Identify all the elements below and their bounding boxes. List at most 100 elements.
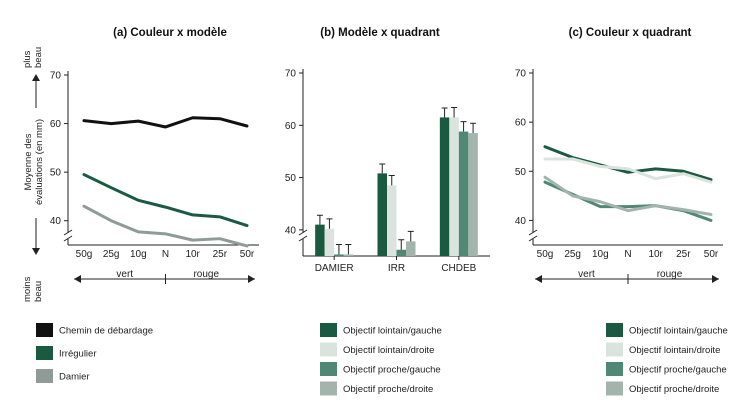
chart-b-error-bar [407,230,414,242]
chart-c-legend-item: Objectif lointain/droite [606,342,720,357]
chart-c-legend-label: Objectif lointain/droite [629,345,720,356]
chart-c-y-axis: 40 50 60 70 [515,69,538,245]
chart-c-x-tick-label: 10g [592,249,609,260]
chart-a-legend-item: Damier [36,369,90,383]
chart-a-y-tick-label: 60 [50,119,62,130]
y-axis-bottom-label: moinsbeau [22,276,44,302]
chart-b-legend-swatch-objectif-proche-gauche [320,362,337,376]
chart-b-error-bar [451,107,458,118]
chart-c-legend-label: Objectif lointain/gauche [629,326,728,337]
chart-a-legend-swatch-irregulier [36,346,53,360]
chart-b-legend-swatch-objectif-proche-droite [320,381,337,396]
chart-a-x-tick-label: 10r [185,249,200,260]
chart-a-y-axis: 40 50 60 70 [50,71,73,245]
chart-b-axis-break-mark [298,229,308,242]
chart-b-y-axis: 40 50 60 70 [285,69,308,256]
chart-a-x-tick-label: 50g [76,249,93,260]
chart-c-series-line-objectif-lointain-droite [543,157,713,184]
chart-c-legend-swatch-objectif-proche-gauche [606,362,623,376]
chart-b-bar-damier-objectif-proche-gauche [334,254,344,256]
chart-a-legend-item: Irrégulier [36,346,97,360]
chart-a-chart: (a) Couleur x modèle 50g 25g 10g N 10r 25r 50r v… [68,27,259,284]
chart-c-x-tick-label: 25g [564,249,581,260]
chart-a-x-tick-label: 25g [103,249,120,260]
chart-a-legend-label: Damier [59,372,90,383]
chart-b-legend: Objectif lointain/gauche Objectif lointai… [320,323,442,396]
chart-c-x-tick-label: 50r [704,249,719,260]
chart-b-bar-irr-objectif-proche-gauche [396,249,406,256]
chart-b-y-tick-label: 60 [285,121,297,132]
chart-b-legend-swatch-objectif-lointain-gauche [320,323,337,337]
chart-c-left-arrow-icon [535,275,542,283]
chart-b-bar-damier-objectif-proche-droite [343,254,354,256]
chart-b-bar-irr-objectif-lointain-gauche [377,173,387,256]
chart-c-legend-item: Objectif proche/droite [606,381,719,396]
chart-b-y-tick-label: 50 [285,173,297,184]
chart-b-legend-label: Objectif lointain/gauche [343,326,442,337]
chart-c-x-tick-label: 10r [648,249,663,260]
chart-c-legend-item: Objectif lointain/gauche [606,323,728,337]
chart-a-axis-break-mark [63,229,73,242]
chart-c-x-tick-label: 50g [537,249,554,260]
chart-b-error-bar [379,163,386,174]
chart-a-legend-swatch-chemin-de-debardage [36,323,53,337]
chart-c-y-tick-label: 70 [515,69,527,80]
chart-c-direction-left-label: vert [578,269,595,280]
chart-b-y-tick-label: 40 [285,225,297,236]
chart-b-error-bar [460,121,467,132]
chart-b-y-tick-label: 70 [285,69,297,80]
chart-a-legend-swatch-damier [36,369,53,383]
chart-a-y-tick-label: 50 [50,168,62,179]
chart-b-error-bar [398,239,405,250]
chart-b-bar-damier-objectif-lointain-droite [324,228,335,256]
chart-c-legend-label: Objectif proche/droite [629,384,719,395]
chart-b-error-bar [316,214,323,225]
chart-a-x-tick-label: 50r [240,249,255,260]
chart-b-error-bar [326,218,333,229]
chart-a-title: (a) Couleur x modèle [113,27,227,39]
chart-b-error-bar [470,122,477,134]
up-arrow-icon [32,74,40,81]
chart-a-left-arrow-icon [74,275,81,283]
chart-b-title: (b) Modèle x quadrant [320,27,440,39]
chart-b-bar-chdeb-objectif-proche-gauche [458,131,469,256]
chart-a-x-tick-label: N [162,249,169,260]
chart-b-legend-label: Objectif lointain/droite [343,345,434,356]
chart-b-bar-chdeb-objectif-lointain-gauche [439,117,450,256]
chart-c-legend-swatch-objectif-lointain-gauche [606,323,623,337]
chart-a-direction-left-label: vert [116,269,133,280]
chart-a-legend: Chemin de débardage Irrégulier Damier [36,323,153,383]
y-axis-label: Moyenne desévaluations (en mm) [23,119,45,205]
chart-c-x-tick-label: N [624,249,631,260]
chart-b-x-tick-label: IRR [388,263,405,274]
chart-b-bar-damier-objectif-lointain-gauche [315,224,325,256]
chart-c-direction-right-label: rouge [657,269,683,280]
chart-a-right-arrow-icon [248,275,255,283]
chart-b-error-bar [388,174,395,186]
chart-b-error-bar [441,107,448,118]
chart-a-legend-label: Irrégulier [59,349,97,360]
chart-c-legend-swatch-objectif-lointain-droite [606,342,623,357]
chart-c-legend: Objectif lointain/gauche Objectif lointai… [606,323,728,396]
chart-c-y-tick-label: 60 [515,118,527,129]
chart-b-legend-item: Objectif proche/droite [320,381,433,396]
y-axis-caption: plusbeau Moyenne desévaluations (en mm) mo… [22,47,45,302]
chart-c-series-line-objectif-proche-gauche [543,180,713,222]
chart-a-series-line-chemin-de-debardage [82,116,249,129]
chart-b-legend-item: Objectif lointain/droite [320,342,434,357]
chart-c-series-line-objectif-proche-droite [543,175,713,217]
chart-c-legend-item: Objectif proche/gauche [606,362,727,376]
chart-a-legend-label: Chemin de débardage [59,326,153,337]
chart-a-legend-item: Chemin de débardage [36,323,153,337]
chart-a-y-tick-label: 70 [50,71,62,82]
chart-b-legend-item: Objectif proche/gauche [320,362,441,376]
chart-c-title: (c) Couleur x quadrant [569,27,692,39]
chart-c-y-tick-label: 40 [515,216,527,227]
chart-a-direction-right-label: rouge [193,269,219,280]
y-axis-top-label: plusbeau [22,47,44,68]
chart-a-x-tick-label: 10g [130,249,147,260]
down-arrow-icon [32,248,40,255]
chart-b-x-tick-label: CHDEB [441,263,476,274]
chart-b-chart: (b) Modèle x quadrant DAMIER IRR CHDEB [303,27,490,274]
